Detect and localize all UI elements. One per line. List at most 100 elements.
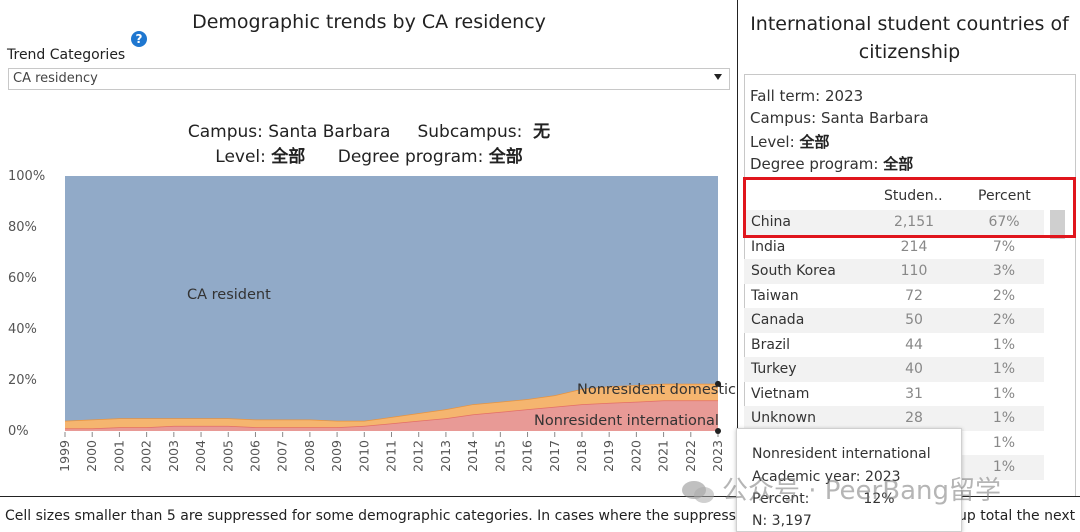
x-tick-label: 2009	[329, 440, 344, 472]
student-count: 2,151	[893, 214, 935, 230]
x-tick-label: 2006	[247, 440, 262, 472]
country-name: India	[751, 238, 786, 255]
country-name: South Korea	[751, 263, 836, 279]
student-count: 28	[905, 410, 923, 426]
country-name: Turkey	[751, 361, 797, 377]
suppression-footnote: Cell sizes smaller than 5 are suppressed…	[5, 506, 1080, 526]
student-percent: 7%	[992, 238, 1016, 255]
student-percent: 1%	[992, 434, 1016, 451]
tooltip-n: N: 3,197	[752, 513, 812, 529]
x-tick-label: 2018	[574, 440, 589, 472]
tooltip-n-label: N:	[752, 513, 768, 529]
tooltip-year-label: Academic year:	[752, 469, 861, 485]
countries-title: International student countries of citiz…	[739, 10, 1080, 66]
table-row[interactable]: 1%	[744, 431, 1044, 456]
column-header-percent[interactable]: Percent	[978, 188, 1031, 204]
table-row[interactable]: Turkey 40 1%	[744, 357, 1044, 382]
subcampus-label: Subcampus:	[417, 122, 523, 142]
x-tick-label: 2001	[111, 440, 126, 472]
footnote-right: up total the next	[958, 506, 1080, 526]
trend-categories-dropdown[interactable]: CA residency	[8, 68, 730, 90]
degree-info-label: Degree program:	[750, 155, 879, 173]
countries-title-line1: International student countries of	[750, 13, 1069, 35]
student-percent: 3%	[992, 263, 1016, 279]
degree-label: Degree program:	[337, 147, 484, 167]
trend-categories-label: Trend Categories	[7, 47, 126, 63]
filter-line-level: Level: 全部 Degree program: 全部	[0, 142, 738, 167]
degree-info-value: 全部	[883, 155, 914, 173]
area-series-0[interactable]	[65, 400, 718, 431]
table-row[interactable]: Unknown 28 1%	[744, 406, 1044, 431]
subcampus-value: 无	[533, 122, 551, 142]
area-series-1[interactable]	[65, 383, 718, 429]
level-label: Level:	[215, 147, 266, 167]
y-tick-label: 100%	[8, 169, 45, 184]
degree-value: 全部	[488, 147, 523, 167]
country-name: Canada	[751, 312, 805, 328]
tooltip-year-value: 2023	[864, 469, 901, 485]
tooltip-percent-label: Percent:	[752, 491, 810, 507]
student-count: 44	[905, 336, 923, 353]
table-row[interactable]: Brazil 44 1%	[744, 333, 1044, 358]
table-row[interactable]: Vietnam 31 1%	[744, 382, 1044, 407]
student-percent: 1%	[992, 385, 1016, 402]
y-tick-label: 80%	[8, 220, 37, 235]
x-tick-label: 2019	[601, 440, 616, 472]
x-tick-label: 2000	[84, 440, 99, 472]
level-info-label: Level:	[750, 133, 795, 151]
x-tick-label: 2002	[139, 440, 154, 472]
x-tick-label: 2020	[628, 440, 643, 472]
footnote-text: Cell sizes smaller than 5 are suppressed…	[5, 508, 754, 524]
x-tick-label: 2010	[356, 440, 371, 472]
student-percent: 1%	[992, 336, 1016, 353]
table-row[interactable]: China 2,151 67%	[744, 210, 1044, 235]
table-row[interactable]: India 214 7%	[744, 235, 1044, 260]
y-tick-label: 0%	[8, 424, 29, 439]
campus-label: Campus:	[187, 122, 263, 142]
table-row[interactable]: Canada 50 2%	[744, 308, 1044, 333]
table-row[interactable]: Taiwan 72 2%	[744, 284, 1044, 309]
x-tick-label: 2012	[411, 440, 426, 472]
level-info: Level: 全部	[750, 131, 829, 152]
filter-line-campus: Campus: Santa Barbara Subcampus: 无	[0, 117, 738, 142]
x-tick-label: 2011	[384, 440, 399, 472]
label-nonresident-international: Nonresident international	[534, 413, 719, 429]
x-tick-label: 1999	[57, 440, 72, 472]
student-count: 110	[900, 263, 928, 279]
footnote-right-text: up total the next	[958, 508, 1076, 524]
tooltip-series: Nonresident international	[752, 446, 931, 462]
degree-info: Degree program: 全部	[750, 153, 913, 174]
x-tick-label: 2021	[656, 440, 671, 472]
campus-value: Santa Barbara	[268, 122, 391, 142]
x-tick-label: 2022	[683, 440, 698, 472]
tooltip-year: Academic year: 2023	[752, 469, 901, 485]
student-count: 50	[905, 312, 923, 328]
residency-area-chart[interactable]: 100% 80% 60% 40% 20% 0% 1999 2000 2001 2002 2003 20…	[0, 169, 738, 472]
end-marker-domestic	[715, 380, 721, 387]
end-marker-international	[715, 428, 721, 434]
student-count: 31	[905, 385, 923, 402]
x-tick-label: 2016	[520, 440, 535, 472]
y-tick-label: 60%	[8, 271, 37, 286]
x-tick-label: 2014	[465, 440, 480, 472]
x-tick-label: 2007	[275, 440, 290, 472]
student-percent: 2%	[992, 312, 1016, 328]
x-tick-label: 2003	[166, 440, 181, 472]
label-ca-resident: CA resident	[187, 287, 271, 303]
scrollbar-thumb[interactable]	[1050, 210, 1065, 239]
area-series-2[interactable]	[65, 176, 718, 421]
x-tick-label: 2017	[547, 440, 562, 472]
tooltip-n-value: 3,197	[771, 513, 812, 529]
chart-title: Demographic trends by CA residency	[192, 11, 546, 33]
student-percent: 1%	[992, 459, 1016, 475]
column-header-students[interactable]: Studen..	[884, 188, 943, 204]
wechat-icon	[682, 480, 714, 503]
x-tick-label: 2008	[302, 440, 317, 472]
level-value: 全部	[271, 147, 306, 167]
help-icon[interactable]: ?	[131, 31, 147, 47]
country-name: Taiwan	[751, 287, 799, 304]
watermark: 公众号 · PeerBang留学	[680, 470, 1001, 507]
tooltip-percent: Percent: 12%	[752, 491, 895, 507]
table-row[interactable]: South Korea 110 3%	[744, 259, 1044, 284]
country-name: China	[751, 214, 791, 230]
